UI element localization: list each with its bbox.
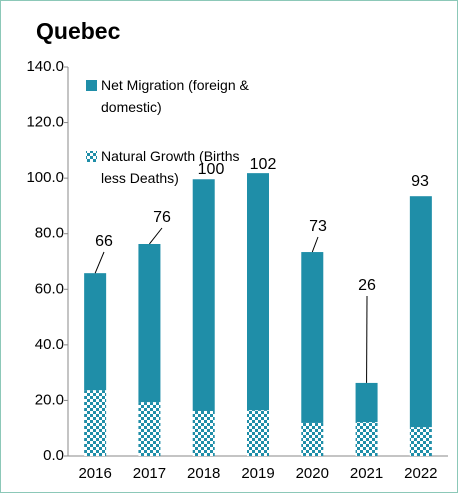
bar-segment — [84, 273, 106, 390]
x-tick-label: 2019 — [241, 465, 274, 482]
x-tick-label: 2017 — [133, 465, 166, 482]
total-label: 76 — [153, 209, 171, 226]
bar-segment — [356, 422, 378, 456]
y-tick-label: 20.0 — [35, 391, 64, 408]
bar-segment — [193, 179, 215, 411]
total-label: 73 — [309, 218, 327, 235]
y-tick-label: 60.0 — [35, 280, 64, 297]
bar-segment — [247, 410, 269, 456]
bar-segment — [247, 173, 269, 410]
x-tick-label: 2020 — [296, 465, 329, 482]
legend-swatch — [86, 80, 97, 91]
bar-segment — [138, 402, 160, 456]
bar-segment — [193, 411, 215, 456]
x-tick-label: 2016 — [78, 465, 111, 482]
y-tick-label: 40.0 — [35, 336, 64, 353]
y-tick-label: 120.0 — [26, 114, 64, 131]
x-tick-label: 2022 — [404, 465, 437, 482]
total-label: 102 — [250, 156, 277, 173]
bar-segment — [301, 423, 323, 456]
total-label: 26 — [358, 277, 376, 294]
chart-title: Quebec — [36, 18, 121, 44]
total-label: 66 — [95, 233, 113, 250]
y-tick-label: 80.0 — [35, 225, 64, 242]
bar-segment — [301, 252, 323, 423]
bar-segment — [84, 390, 106, 456]
total-label: 93 — [411, 173, 429, 190]
x-tick-label: 2018 — [187, 465, 220, 482]
legend-swatch — [86, 151, 97, 162]
bar-segment — [138, 244, 160, 402]
x-tick-label: 2021 — [350, 465, 383, 482]
y-tick-label: 0.0 — [43, 447, 64, 464]
total-label: 100 — [198, 161, 225, 178]
bar-segment — [410, 196, 432, 427]
y-tick-label: 140.0 — [26, 58, 64, 75]
y-tick-label: 100.0 — [26, 169, 64, 186]
bar-segment — [410, 427, 432, 456]
bar-segment — [356, 383, 378, 422]
